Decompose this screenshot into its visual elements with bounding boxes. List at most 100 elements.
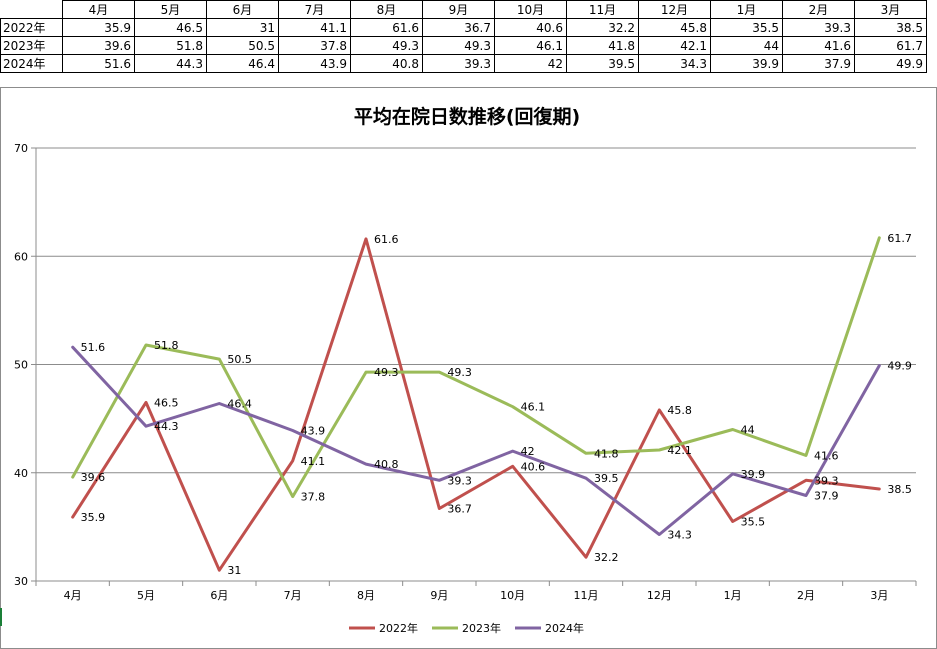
table-cell[interactable]: 40.6	[494, 18, 567, 37]
data-label: 50.5	[227, 353, 252, 366]
table-header-month[interactable]: 7月	[278, 0, 351, 19]
table-cell[interactable]: 61.7	[854, 36, 927, 55]
table-cell[interactable]: 49.9	[854, 54, 927, 73]
data-label: 39.5	[594, 472, 619, 485]
table-cell[interactable]: 31	[206, 18, 279, 37]
table-header-month[interactable]: 6月	[206, 0, 279, 19]
data-label: 31	[227, 564, 241, 577]
table-cell[interactable]: 49.3	[422, 36, 495, 55]
table-cell[interactable]: 35.9	[62, 18, 135, 37]
table-cell[interactable]: 51.6	[62, 54, 135, 73]
table-cell[interactable]: 41.8	[566, 36, 639, 55]
data-label: 61.7	[887, 232, 912, 245]
series-line-2023年	[71, 236, 881, 499]
table-header-month[interactable]: 8月	[350, 0, 423, 19]
table-corner-cell[interactable]	[0, 0, 63, 19]
series-line-2022年	[71, 237, 881, 572]
table-row: 2023年 39.6 51.8 50.5 37.8 49.3 49.3 46.1 41.8 42.…	[0, 36, 927, 55]
table-cell[interactable]: 50.5	[206, 36, 279, 55]
table-cell[interactable]: 46.4	[206, 54, 279, 73]
y-tick-label: 50	[14, 359, 28, 372]
table-row-label[interactable]: 2023年	[0, 36, 63, 55]
data-label: 46.5	[154, 396, 179, 409]
data-label: 39.9	[741, 468, 766, 481]
table-cell[interactable]: 44.3	[134, 54, 207, 73]
table-cell[interactable]: 40.8	[350, 54, 423, 73]
table-row: 2024年 51.6 44.3 46.4 43.9 40.8 39.3 42 39.5 34.3 3…	[0, 54, 927, 73]
line-chart: 平均在院日数推移(回復期) 30 40 50 60 70 4月 5月 6月 7月 8月 9月 10月 1…	[14, 105, 917, 635]
data-label: 51.6	[81, 341, 106, 354]
table-cell[interactable]: 35.5	[710, 18, 783, 37]
data-label: 37.9	[814, 489, 839, 502]
table-cell[interactable]: 46.5	[134, 18, 207, 37]
y-tick-label: 70	[14, 142, 28, 155]
table-row-label[interactable]: 2024年	[0, 54, 63, 73]
data-label: 37.8	[301, 491, 326, 504]
table-cell[interactable]: 45.8	[638, 18, 711, 37]
table-cell[interactable]: 44	[710, 36, 783, 55]
x-tick-label: 1月	[724, 589, 742, 602]
table-cell[interactable]: 41.1	[278, 18, 351, 37]
table-cell[interactable]: 39.6	[62, 36, 135, 55]
table-cell[interactable]: 49.3	[350, 36, 423, 55]
data-label: 39.6	[81, 471, 106, 484]
data-label: 41.8	[594, 447, 619, 460]
selection-marker	[0, 608, 2, 626]
table-cell[interactable]: 39.3	[422, 54, 495, 73]
table-header-month[interactable]: 5月	[134, 0, 207, 19]
data-label: 44.3	[154, 420, 179, 433]
data-label: 39.3	[814, 474, 839, 487]
data-label: 41.6	[814, 449, 839, 462]
data-label: 40.6	[521, 460, 546, 473]
data-label: 35.9	[81, 511, 106, 524]
table-cell[interactable]: 37.8	[278, 36, 351, 55]
x-tick-label: 11月	[574, 589, 599, 602]
table-header-month[interactable]: 10月	[494, 0, 567, 19]
table-header-month[interactable]: 3月	[854, 0, 927, 19]
table-header-month[interactable]: 9月	[422, 0, 495, 19]
data-label: 61.6	[374, 233, 399, 246]
data-label: 41.1	[301, 455, 326, 468]
table-header-month[interactable]: 11月	[566, 0, 639, 19]
x-tick-label: 12月	[647, 589, 672, 602]
table-cell[interactable]: 41.6	[782, 36, 855, 55]
legend-label: 2023年	[462, 621, 501, 635]
table-cell[interactable]: 32.2	[566, 18, 639, 37]
table-cell[interactable]: 42	[494, 54, 567, 73]
table-header-month[interactable]: 2月	[782, 0, 855, 19]
data-label: 32.2	[594, 551, 619, 564]
table-cell[interactable]: 37.9	[782, 54, 855, 73]
legend-label: 2024年	[545, 621, 584, 635]
data-label: 45.8	[667, 404, 692, 417]
x-tick-label: 6月	[210, 589, 228, 602]
table-cell[interactable]: 36.7	[422, 18, 495, 37]
table-cell[interactable]: 43.9	[278, 54, 351, 73]
data-label: 49.3	[374, 366, 399, 379]
x-tick-label: 2月	[797, 589, 815, 602]
y-tick-label: 40	[14, 467, 28, 480]
table-header-month[interactable]: 12月	[638, 0, 711, 19]
table-cell[interactable]: 61.6	[350, 18, 423, 37]
data-label: 39.3	[447, 474, 472, 487]
chart-panel[interactable]: 平均在院日数推移(回復期) 30 40 50 60 70 4月 5月 6月 7月 8月 9月 10月 1…	[0, 87, 937, 649]
data-label: 34.3	[667, 528, 692, 541]
data-label: 46.4	[227, 397, 252, 410]
table-row-label[interactable]: 2022年	[0, 18, 63, 37]
table-cell[interactable]: 51.8	[134, 36, 207, 55]
table-cell[interactable]: 46.1	[494, 36, 567, 55]
table-cell[interactable]: 39.5	[566, 54, 639, 73]
data-label: 38.5	[887, 483, 912, 496]
data-label: 40.8	[374, 458, 399, 471]
table-header-month[interactable]: 1月	[710, 0, 783, 19]
data-label: 42.1	[667, 444, 692, 457]
x-tick-label: 9月	[430, 589, 448, 602]
table-header-month[interactable]: 4月	[62, 0, 135, 19]
x-tick-label: 4月	[64, 589, 82, 602]
table-cell[interactable]: 39.3	[782, 18, 855, 37]
table-cell[interactable]: 39.9	[710, 54, 783, 73]
table-cell[interactable]: 42.1	[638, 36, 711, 55]
x-tick-label: 5月	[137, 589, 155, 602]
table-cell[interactable]: 34.3	[638, 54, 711, 73]
table-cell[interactable]: 38.5	[854, 18, 927, 37]
data-label: 51.8	[154, 339, 179, 352]
